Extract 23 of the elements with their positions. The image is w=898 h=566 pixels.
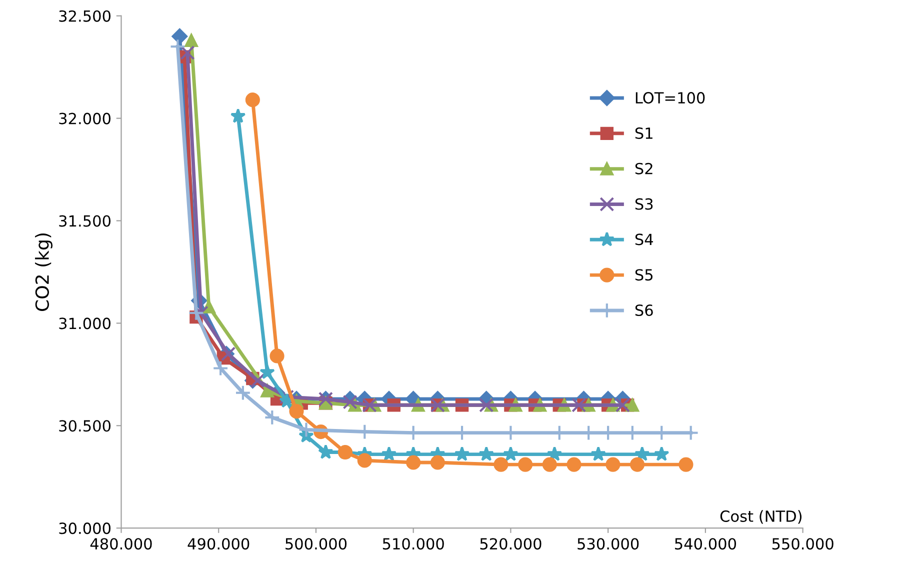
- x-tick-label: 490.000: [188, 538, 250, 550]
- y-tick-label: 30.000: [59, 522, 110, 534]
- x-tick-label: 510.000: [382, 538, 444, 550]
- legend-label: S6: [635, 304, 653, 316]
- y-tick-label: 32.500: [59, 10, 110, 22]
- legend-label: LOT=100: [636, 92, 705, 104]
- y-axis-title: CO2 (kg): [35, 233, 52, 311]
- x-axis-title: Cost (NTD): [720, 510, 802, 524]
- x-tick-label: 540.000: [675, 538, 736, 550]
- y-tick-label: 32.000: [59, 112, 110, 124]
- legend-label: S2: [635, 162, 652, 174]
- x-tick-label: 520.000: [480, 538, 542, 550]
- y-tick-label: 30.500: [59, 420, 110, 432]
- x-tick-label: 530.000: [578, 538, 639, 550]
- x-tick-label: 480.000: [90, 538, 152, 550]
- y-tick-label: 31.500: [59, 215, 110, 227]
- y-tick-label: 31.000: [59, 318, 110, 330]
- legend-label: S5: [635, 269, 652, 281]
- x-tick-label: 500.000: [286, 538, 347, 550]
- legend-label: S3: [635, 198, 653, 210]
- legend-label: S1: [635, 127, 652, 139]
- legend-label: S4: [635, 234, 653, 246]
- x-tick-label: 550.000: [772, 538, 834, 550]
